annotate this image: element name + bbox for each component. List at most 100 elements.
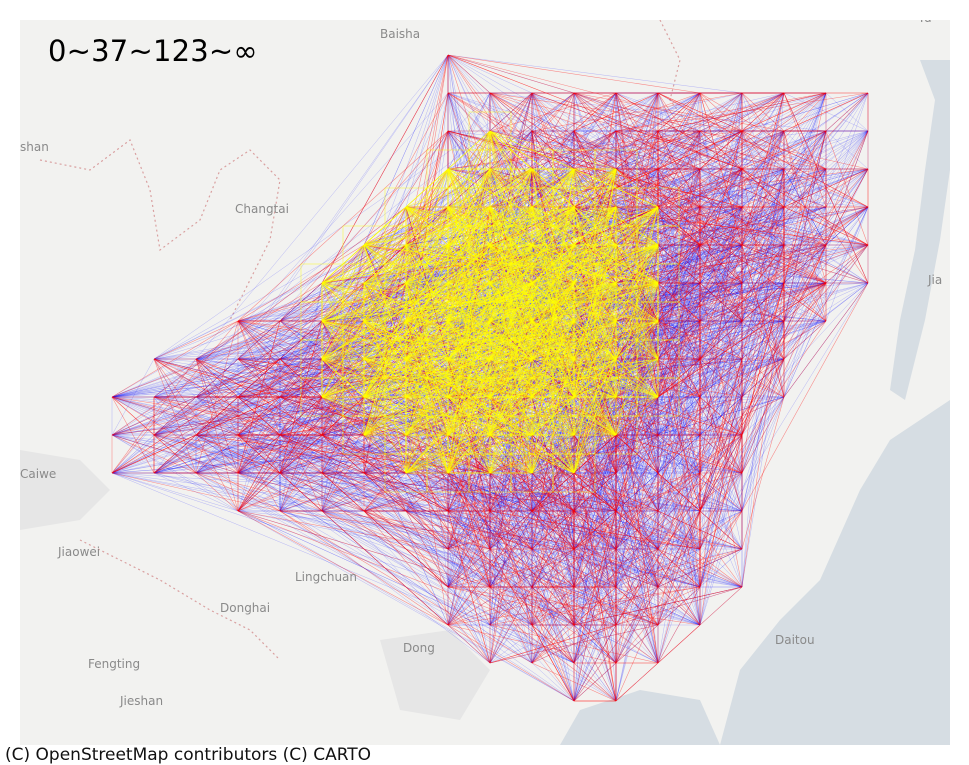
flow-line — [195, 396, 281, 474]
flow-line — [489, 510, 575, 588]
flow-line — [153, 434, 743, 588]
flow-line — [783, 168, 869, 284]
flow-line — [699, 130, 785, 360]
flow-line — [405, 472, 575, 702]
flow-line — [615, 168, 827, 322]
flow-line — [783, 130, 827, 322]
flow-line — [741, 320, 785, 588]
flow-line — [741, 130, 827, 474]
flow-line — [657, 206, 743, 284]
flow-line — [153, 396, 323, 474]
flow-line — [657, 92, 785, 360]
flow-line — [195, 434, 533, 664]
flow-line — [657, 510, 743, 626]
flow-line — [741, 206, 869, 284]
flow-line — [447, 472, 743, 550]
flow-line — [573, 396, 743, 550]
flow-line — [531, 510, 659, 626]
flow-line — [195, 434, 533, 626]
flow-line — [111, 472, 281, 512]
flow-line — [447, 472, 533, 664]
flow-line — [615, 548, 659, 588]
flow-line — [195, 434, 281, 474]
flow-line — [153, 396, 365, 436]
flow-line — [657, 168, 827, 664]
flow-line — [531, 472, 617, 550]
flow-line — [699, 206, 743, 398]
flow-line — [237, 396, 449, 588]
flow-line — [195, 472, 743, 550]
flow-line — [657, 244, 869, 474]
flow-line — [405, 510, 701, 588]
flow-line — [237, 510, 449, 550]
flow-line — [489, 510, 575, 702]
flow-line — [783, 92, 869, 284]
flow-line — [615, 168, 827, 398]
flow-line — [321, 472, 575, 664]
flow-line — [489, 510, 533, 550]
flow-line — [531, 548, 617, 702]
flow-line — [321, 510, 617, 626]
flow-line — [741, 168, 785, 360]
flow-line — [741, 92, 785, 284]
flow-line — [657, 320, 743, 664]
flow-line — [615, 472, 743, 512]
flow-line — [447, 586, 701, 626]
flow-line — [447, 472, 617, 702]
flow-line — [699, 92, 785, 170]
flow-line — [405, 510, 743, 550]
flow-line — [783, 92, 827, 284]
flow-line — [741, 282, 785, 398]
flow-line — [237, 472, 281, 512]
flow-line — [699, 92, 743, 322]
flow-line — [447, 548, 575, 588]
flow-line — [237, 396, 281, 436]
flow-line — [657, 358, 701, 512]
flow-line — [573, 510, 701, 588]
flow-line — [195, 358, 449, 512]
flow-line — [615, 510, 743, 626]
flow-line — [699, 92, 827, 436]
flow-line — [405, 472, 617, 550]
flow-line — [153, 358, 281, 474]
flow-line — [741, 168, 827, 284]
flow-line — [699, 320, 827, 512]
flow-line — [657, 168, 869, 436]
flow-line — [741, 92, 785, 322]
flow-line — [657, 396, 743, 436]
flow-line — [237, 510, 617, 550]
flow-line — [111, 358, 323, 436]
flow-line — [195, 472, 491, 626]
flow-line — [699, 282, 785, 322]
flow-line — [657, 510, 743, 664]
flow-line — [447, 510, 491, 588]
flow-line — [615, 92, 827, 626]
flow-line — [405, 510, 575, 626]
flow-line — [447, 548, 659, 626]
flow-line — [699, 320, 785, 474]
flow-line — [699, 244, 827, 436]
flow-line — [531, 130, 869, 626]
flow-line — [741, 168, 785, 208]
flow-line — [657, 244, 743, 512]
flow-line — [573, 434, 659, 664]
flow-line — [699, 130, 869, 170]
flow-line — [657, 206, 869, 360]
flow-line — [489, 92, 743, 132]
flow-line — [531, 510, 743, 550]
flow-line — [573, 92, 785, 170]
flow-line — [699, 320, 785, 550]
flow-line — [657, 472, 701, 626]
flow-line — [279, 434, 449, 550]
flow-line — [531, 206, 869, 512]
flow-line — [447, 586, 533, 664]
map[interactable]: Baisha shan Changtai Caiwe Jiaowei Lingc… — [20, 20, 950, 745]
flow-line — [615, 548, 701, 626]
flow-line — [573, 92, 617, 132]
flow-line — [615, 130, 869, 246]
flow-line — [657, 130, 743, 550]
flow-line — [615, 206, 743, 702]
flow-line — [573, 510, 617, 664]
flow-line — [657, 244, 701, 626]
flow-line — [699, 168, 827, 322]
